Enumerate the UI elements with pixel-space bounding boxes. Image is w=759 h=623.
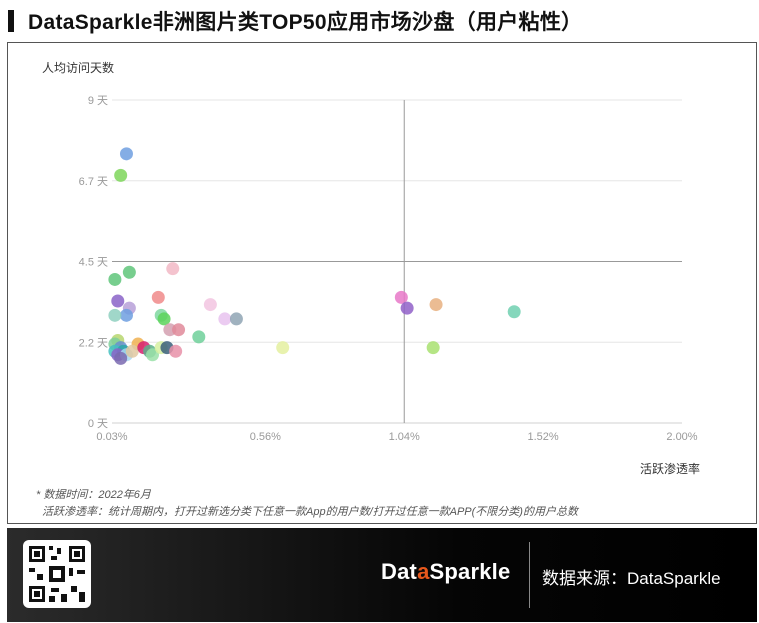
y-tick-label: 0 天 xyxy=(88,418,108,430)
scatter-point xyxy=(429,298,443,312)
scatter-point xyxy=(125,344,139,358)
data-source: 数据来源：DataSparkle xyxy=(542,569,721,588)
x-tick-label: 0.56% xyxy=(250,431,281,443)
scatter-chart: 0 天 2.2 天 4.5 天 6.7 天 9 天 0.03% 0.56% 1.04% 1.52… xyxy=(79,95,698,443)
y-axis-label: 人均访问天数 xyxy=(42,61,115,75)
footer-divider xyxy=(529,542,530,608)
scatter-point xyxy=(122,265,136,279)
scatter-point xyxy=(157,312,171,326)
scatter-point xyxy=(119,308,133,322)
chart-notes: * 数据时间：2022年6月 活跃渗透率：统计周期内，打开过新选分类下任意一款A… xyxy=(36,487,578,521)
y-tick-label: 6.7 天 xyxy=(79,176,108,188)
note-data-time: * 数据时间：2022年6月 xyxy=(36,489,151,501)
y-tick-label: 4.5 天 xyxy=(79,257,108,269)
scatter-point xyxy=(203,298,217,312)
scatter-point xyxy=(218,312,232,326)
scatter-point xyxy=(426,341,440,355)
x-tick-label: 2.00% xyxy=(666,431,697,443)
brand-text-dot: a xyxy=(417,559,430,584)
scatter-point xyxy=(507,305,521,319)
title-bar: DataSparkle非洲图片类TOP50应用市场沙盘（用户粘性） xyxy=(8,6,582,36)
scatter-point xyxy=(394,290,408,304)
footer: DataSparkle 数据来源：DataSparkle xyxy=(7,528,757,622)
scatter-point xyxy=(108,272,122,286)
scatter-point xyxy=(114,168,128,182)
scatter-point xyxy=(146,348,160,362)
x-axis-label: 活跃渗透率 xyxy=(640,462,701,476)
scatter-point xyxy=(166,262,180,276)
page-title: DataSparkle非洲图片类TOP50应用市场沙盘（用户粘性） xyxy=(28,11,583,34)
note-definition: 活跃渗透率：统计周期内，打开过新选分类下任意一款App的用户数/打开过任意一款A… xyxy=(42,506,578,518)
scatter-point xyxy=(151,290,165,304)
qr-code-icon xyxy=(23,540,91,608)
scatter-point xyxy=(114,351,128,365)
scatter-point xyxy=(169,344,183,358)
brand-text-pre: Dat xyxy=(381,559,418,584)
title-accent-bar xyxy=(8,10,14,32)
scatter-point xyxy=(108,308,122,322)
scatter-point xyxy=(119,147,133,161)
x-tick-label: 0.03% xyxy=(96,431,127,443)
x-tick-label: 1.04% xyxy=(389,431,420,443)
scatter-point xyxy=(400,301,414,315)
y-tick-label: 9 天 xyxy=(88,95,108,107)
x-tick-label: 1.52% xyxy=(528,431,559,443)
scatter-point xyxy=(192,330,206,344)
brand-logo: DataSparkle xyxy=(381,559,510,585)
chart-container: 0 天 2.2 天 4.5 天 6.7 天 9 天 0.03% 0.56% 1.04% 1.52… xyxy=(7,42,757,524)
scatter-point xyxy=(172,323,186,337)
scatter-point xyxy=(111,294,125,308)
scatter-point xyxy=(229,312,243,326)
scatter-point xyxy=(276,341,290,355)
brand-text-post: Sparkle xyxy=(429,559,511,584)
y-tick-label: 2.2 天 xyxy=(79,337,108,349)
